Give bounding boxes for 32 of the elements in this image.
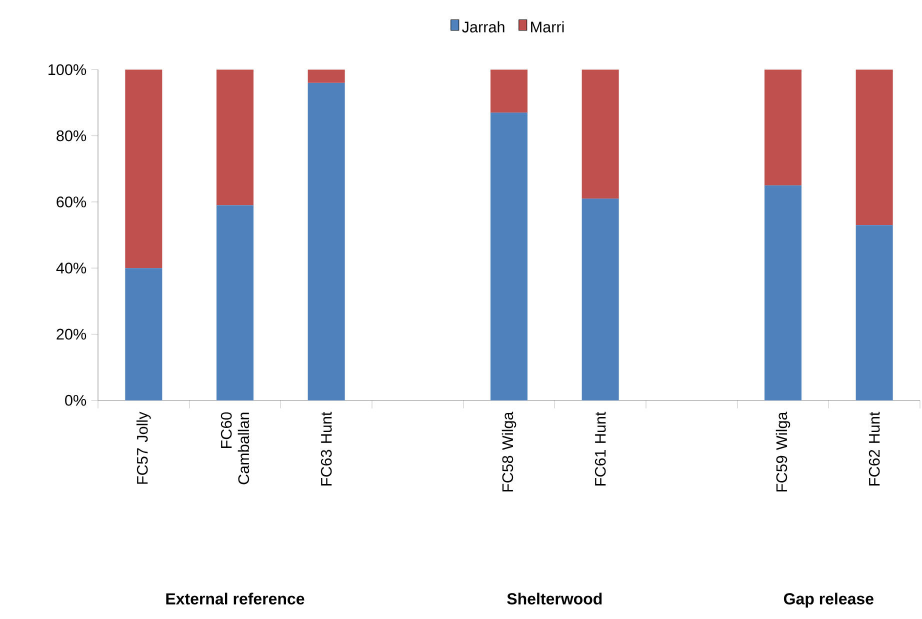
bar	[582, 198, 619, 400]
bar	[125, 268, 162, 400]
bar	[125, 70, 162, 268]
x-tick-label: FC62 Hunt	[868, 412, 880, 486]
bar	[308, 70, 345, 83]
legend-label: Marri	[531, 21, 564, 32]
bar	[764, 70, 802, 186]
bar	[490, 70, 528, 113]
text: Shelterwood	[507, 592, 602, 604]
y-tick-label: 40%	[56, 262, 86, 274]
y-tick-label: 0%	[65, 394, 86, 406]
x-tick-label: FC58 Wilga	[502, 412, 516, 492]
bar	[216, 70, 254, 206]
text: External reference	[166, 592, 304, 604]
x-tick-label: FC57 Jolly	[136, 412, 151, 484]
x-tick-label: FC60 Camballan	[220, 412, 250, 484]
x-tick-label: FC59 Wilga	[776, 412, 790, 492]
bar	[764, 185, 802, 400]
text: Gap release	[784, 592, 874, 608]
x-tick-label: FC61 Hunt	[594, 412, 606, 486]
x-tick-label: FC63 Hunt	[320, 412, 332, 486]
legend-label: Jarrah	[462, 21, 504, 32]
y-tick-label: 20%	[56, 328, 86, 340]
bar	[856, 225, 893, 400]
y-tick-label: 80%	[56, 130, 86, 142]
bar	[582, 70, 619, 199]
y-tick-label: 100%	[48, 64, 86, 76]
y-tick-label: 60%	[56, 196, 86, 208]
bar	[308, 82, 345, 400]
bar	[856, 70, 893, 226]
bar	[490, 112, 528, 400]
bar	[216, 205, 254, 400]
